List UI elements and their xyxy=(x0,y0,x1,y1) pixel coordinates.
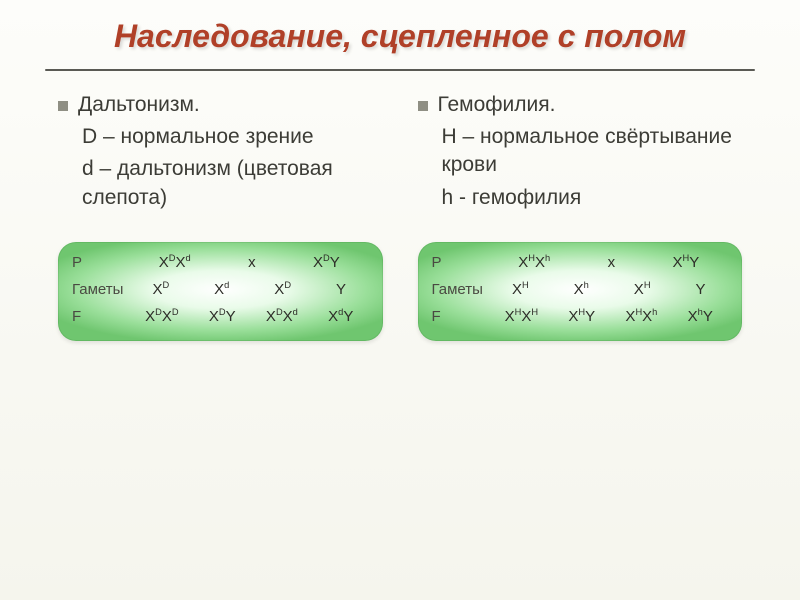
table-row: F XHXH XHY XHXh XhY xyxy=(432,308,729,325)
row-label: F xyxy=(72,308,130,325)
genotype-cell: XHXh xyxy=(625,308,657,325)
genotype-cell: Y xyxy=(336,281,346,298)
genotype-cell: XDXd xyxy=(159,254,191,271)
genotype-cell: XdY xyxy=(328,308,353,325)
row-label: P xyxy=(432,254,490,271)
slide: Наследование, сцепленное с полом Дальтон… xyxy=(0,0,800,600)
row-label: P xyxy=(72,254,130,271)
table-row: P XDXd x XDY xyxy=(72,254,369,271)
row-label: Гаметы xyxy=(72,281,130,298)
table-row: F XDXD XDY XDXd XdY xyxy=(72,308,369,325)
genotype-cell: XHXh xyxy=(518,254,550,271)
square-bullet-icon xyxy=(418,101,428,111)
horizontal-rule xyxy=(45,69,755,71)
columns: Дальтонизм. D – нормальное зрение d – да… xyxy=(30,93,770,341)
row-cells: XD Xd XD Y xyxy=(130,281,369,298)
genotype-cell: XH xyxy=(512,281,529,298)
genotype-cell: XD xyxy=(274,281,291,298)
cross-table-hemophilia: PXHXhxXHYГаметыXHXhXHYFXHXHXHYXHXhXhY xyxy=(418,242,743,341)
genotype-cell: XHY xyxy=(568,308,595,325)
square-bullet-icon xyxy=(58,101,68,111)
table-row: P XHXh x XHY xyxy=(432,254,729,271)
genotype-cell: x xyxy=(248,254,256,271)
cross-table-daltonism: PXDXdxXDYГаметыXDXdXDYFXDXDXDYXDXdXdY xyxy=(58,242,383,341)
genotype-cell: XH xyxy=(634,281,651,298)
table-row: Гаметы XH Xh XH Y xyxy=(432,281,729,298)
table-row: Гаметы XD Xd XD Y xyxy=(72,281,369,298)
genotype-cell: XhY xyxy=(688,308,713,325)
definition-line: H – нормальное свёртывание крови xyxy=(418,123,743,180)
bullet-row: Гемофилия. xyxy=(418,93,743,117)
row-cells: XHXH XHY XHXh XhY xyxy=(490,308,729,325)
genotype-cell: XD xyxy=(152,281,169,298)
row-cells: XHXh x XHY xyxy=(490,254,729,271)
row-cells: XDXD XDY XDXd XdY xyxy=(130,308,369,325)
definition-line: h - гемофилия xyxy=(418,184,743,212)
genotype-cell: Y xyxy=(695,281,705,298)
genotype-cell: Xd xyxy=(214,281,229,298)
genotype-cell: XDXD xyxy=(145,308,178,325)
genotype-cell: x xyxy=(608,254,616,271)
genotype-cell: XDY xyxy=(209,308,236,325)
bullet-text: Гемофилия. xyxy=(438,93,556,117)
bullet-text: Дальтонизм. xyxy=(78,93,200,117)
row-label: Гаметы xyxy=(432,281,490,298)
right-column: Гемофилия. H – нормальное свёртывание кр… xyxy=(418,93,743,341)
genotype-cell: XDY xyxy=(313,254,340,271)
definition-line: d – дальтонизм (цветовая слепота) xyxy=(58,155,383,212)
genotype-cell: XHXH xyxy=(505,308,538,325)
genotype-cell: Xh xyxy=(574,281,589,298)
bullet-row: Дальтонизм. xyxy=(58,93,383,117)
genotype-cell: XHY xyxy=(673,254,700,271)
row-cells: XH Xh XH Y xyxy=(490,281,729,298)
genotype-cell: XDXd xyxy=(266,308,298,325)
left-column: Дальтонизм. D – нормальное зрение d – да… xyxy=(58,93,383,341)
row-cells: XDXd x XDY xyxy=(130,254,369,271)
slide-title: Наследование, сцепленное с полом xyxy=(30,18,770,55)
row-label: F xyxy=(432,308,490,325)
definition-line: D – нормальное зрение xyxy=(58,123,383,151)
